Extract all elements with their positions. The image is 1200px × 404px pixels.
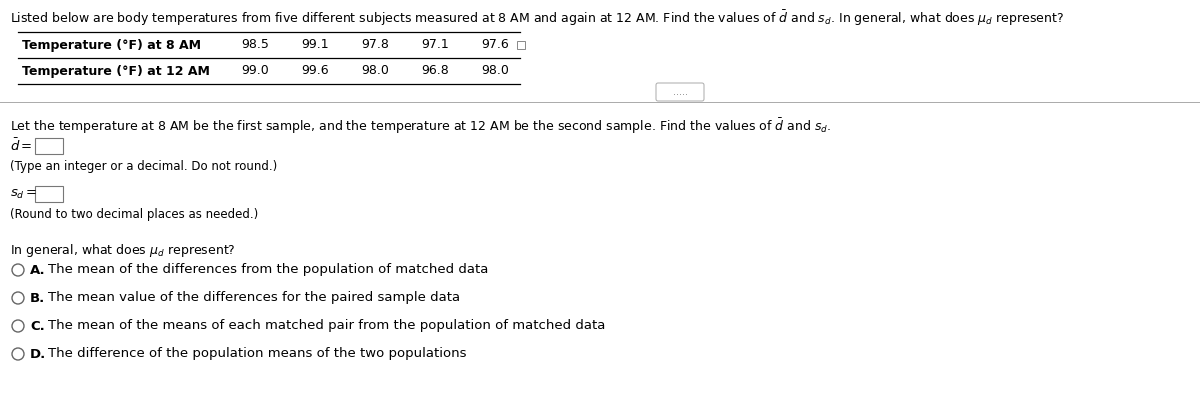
Bar (35, 186, 64, 202)
Text: 99.1: 99.1 (301, 38, 329, 51)
Text: Temperature (°F) at 12 AM: Temperature (°F) at 12 AM (22, 65, 210, 78)
Text: $\bar{d}=$: $\bar{d}=$ (10, 138, 32, 154)
Text: .....: ..... (672, 87, 688, 97)
Text: 99.0: 99.0 (241, 65, 269, 78)
Text: B.: B. (30, 292, 46, 305)
FancyBboxPatch shape (656, 83, 704, 101)
Text: C.: C. (30, 320, 44, 332)
Text: 97.1: 97.1 (421, 38, 449, 51)
Text: 98.5: 98.5 (241, 38, 269, 51)
Text: D.: D. (30, 347, 47, 360)
Text: $s_d =$: $s_d =$ (10, 187, 37, 200)
Bar (35, 138, 64, 154)
Text: 98.0: 98.0 (361, 65, 389, 78)
Text: A.: A. (30, 263, 46, 276)
Text: (Round to two decimal places as needed.): (Round to two decimal places as needed.) (10, 208, 258, 221)
Text: Temperature (°F) at 8 AM: Temperature (°F) at 8 AM (22, 38, 202, 51)
Text: (Type an integer or a decimal. Do not round.): (Type an integer or a decimal. Do not ro… (10, 160, 277, 173)
Text: 97.6: 97.6 (481, 38, 509, 51)
Text: In general, what does $\mu_d$ represent?: In general, what does $\mu_d$ represent? (10, 242, 235, 259)
Text: Let the temperature at 8 AM be the first sample, and the temperature at 12 AM be: Let the temperature at 8 AM be the first… (10, 116, 832, 135)
Bar (517, 41, 526, 49)
Text: 97.8: 97.8 (361, 38, 389, 51)
Text: The difference of the population means of the two populations: The difference of the population means o… (48, 347, 467, 360)
Text: 99.6: 99.6 (301, 65, 329, 78)
Text: The mean of the means of each matched pair from the population of matched data: The mean of the means of each matched pa… (48, 320, 605, 332)
Text: The mean value of the differences for the paired sample data: The mean value of the differences for th… (48, 292, 460, 305)
Text: The mean of the differences from the population of matched data: The mean of the differences from the pop… (48, 263, 488, 276)
Text: 96.8: 96.8 (421, 65, 449, 78)
Text: Listed below are body temperatures from five different subjects measured at 8 AM: Listed below are body temperatures from … (10, 8, 1064, 27)
Text: 98.0: 98.0 (481, 65, 509, 78)
